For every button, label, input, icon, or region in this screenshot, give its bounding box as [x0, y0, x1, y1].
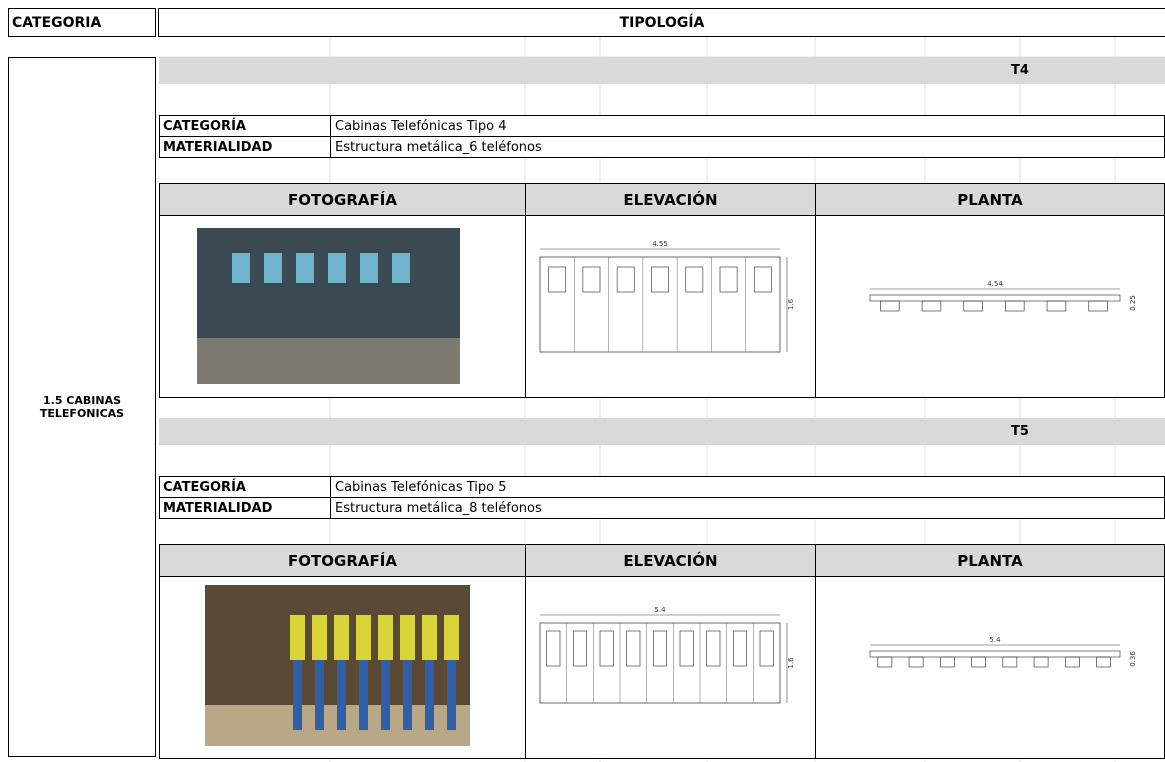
booth — [1046, 300, 1067, 312]
post — [403, 660, 412, 730]
elevation-height: 1.6 — [787, 298, 795, 310]
booth — [1005, 300, 1025, 312]
typology-bar — [159, 418, 1165, 445]
counter — [869, 650, 1121, 658]
counter — [869, 294, 1121, 302]
phone — [264, 253, 282, 283]
label-cell: MATERIALIDAD — [159, 136, 331, 158]
panel — [548, 266, 567, 293]
phone — [334, 615, 349, 660]
post — [447, 660, 456, 730]
post — [337, 660, 346, 730]
panel — [719, 266, 738, 293]
value-cell: Estructura metálica_6 teléfonos — [330, 136, 1165, 158]
panel — [546, 630, 561, 667]
plan-depth: 0.25 — [1129, 295, 1137, 311]
label-cell: MATERIALIDAD — [159, 497, 331, 519]
frame — [539, 256, 781, 353]
elevation-width: 4.55 — [652, 240, 668, 248]
label-cell: CATEGORÍA — [159, 476, 331, 498]
phone — [232, 253, 250, 283]
column-header: ELEVACIÓN — [525, 544, 816, 577]
group-label: 1.5 CABINAS TELEFONICAS — [39, 394, 125, 420]
value-cell: Cabinas Telefónicas Tipo 5 — [330, 476, 1165, 498]
booth — [877, 656, 893, 668]
phone — [328, 253, 346, 283]
panel — [572, 630, 588, 667]
booth — [1002, 656, 1018, 668]
plan-width: 5.4 — [989, 636, 1001, 644]
booth — [963, 300, 983, 312]
typology-header: TIPOLOGÍA — [158, 8, 1165, 37]
booth — [939, 656, 955, 668]
image-cell — [815, 576, 1165, 759]
plan-drawing: 4.54 0.25 — [869, 280, 1137, 312]
plan-width: 4.54 — [987, 280, 1003, 288]
booth — [921, 300, 942, 312]
typology-code: T5 — [1011, 424, 1029, 439]
panel — [706, 630, 721, 667]
booth — [908, 656, 924, 668]
post — [425, 660, 434, 730]
phone — [312, 615, 327, 660]
panel — [599, 630, 614, 667]
booth — [1033, 656, 1049, 668]
panel — [626, 630, 641, 667]
photo-ground — [197, 338, 460, 384]
typology-code: T4 — [1011, 63, 1029, 78]
panel — [616, 266, 635, 293]
frame — [539, 622, 781, 704]
booth — [880, 300, 900, 312]
panel — [753, 266, 772, 293]
phone — [392, 253, 410, 283]
booth — [1064, 656, 1080, 668]
post — [315, 660, 324, 730]
elevation-width: 5.4 — [654, 606, 666, 614]
phone — [360, 253, 378, 283]
panel — [582, 266, 601, 293]
value-cell: Cabinas Telefónicas Tipo 4 — [330, 115, 1165, 137]
column-header: PLANTA — [815, 183, 1165, 216]
column-header: FOTOGRAFÍA — [159, 544, 526, 577]
elevation-height: 1.6 — [787, 657, 795, 669]
label-cell: CATEGORÍA — [159, 115, 331, 137]
photo — [197, 228, 460, 384]
phone — [400, 615, 415, 660]
group-cell: 1.5 CABINAS TELEFONICAS — [8, 57, 156, 757]
panel — [679, 630, 694, 667]
plan-depth: 0.36 — [1129, 651, 1137, 667]
photo — [205, 585, 470, 746]
booth — [1096, 656, 1111, 668]
phone — [444, 615, 459, 660]
value-cell: Estructura metálica_8 teléfonos — [330, 497, 1165, 519]
phone — [422, 615, 437, 660]
image-cell — [815, 215, 1165, 398]
elevation-drawing: 5.4 1.6 — [539, 606, 795, 704]
elevation-drawing: 4.55 1.6 — [539, 240, 795, 353]
phone — [296, 253, 314, 283]
phone — [290, 615, 305, 660]
column-header: FOTOGRAFÍA — [159, 183, 526, 216]
image-cell — [525, 576, 816, 759]
post — [381, 660, 390, 730]
panel — [652, 630, 668, 667]
booth — [1088, 300, 1108, 312]
category-header: CATEGORIA — [8, 8, 156, 37]
panel — [685, 266, 704, 293]
post — [359, 660, 368, 730]
image-cell — [525, 215, 816, 398]
typology-bar — [159, 57, 1165, 84]
panel — [651, 266, 669, 293]
phone — [378, 615, 393, 660]
post — [293, 660, 302, 730]
panel — [759, 630, 774, 667]
column-header: PLANTA — [815, 544, 1165, 577]
panel — [732, 630, 748, 667]
plan-drawing: 5.4 0.36 — [869, 636, 1137, 668]
column-header: ELEVACIÓN — [525, 183, 816, 216]
booth — [971, 656, 986, 668]
phone — [356, 615, 371, 660]
